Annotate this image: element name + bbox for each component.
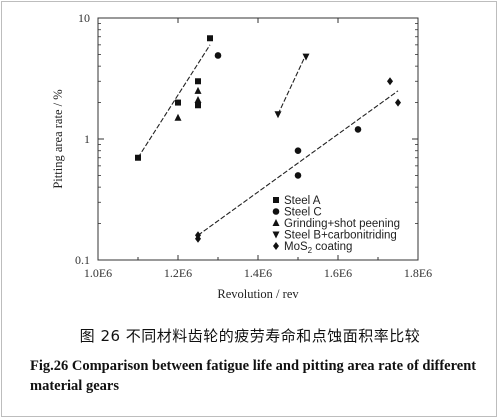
data-point-triangle-up: [194, 96, 202, 104]
fit-line: [137, 44, 211, 159]
legend-label: Steel C: [284, 207, 322, 219]
y-tick-label: 10: [78, 11, 90, 25]
data-point-circle: [214, 52, 222, 59]
legend-marker-circle: [272, 208, 280, 215]
data-point-diamond: [195, 231, 201, 240]
caption-chinese: 图 26 不同材料齿轮的疲劳寿命和点蚀面积率比较: [79, 327, 421, 345]
x-tick-label: 1.6E6: [324, 266, 352, 280]
x-tick-label: 1.0E6: [84, 266, 112, 280]
legend-marker-square: [273, 197, 279, 203]
x-axis-label: Revolution / rev: [217, 287, 299, 301]
data-point-triangle-up: [174, 113, 182, 121]
data-point-square: [195, 78, 201, 85]
legend-label: MoS2 coating: [284, 241, 352, 255]
data-point-triangle-up: [194, 86, 202, 94]
data-point-circle: [294, 172, 302, 179]
legend-label: Steel B+carbonitriding: [284, 230, 397, 242]
chart: 1.0E6 1.2E6 1.4E6 1.6E6 1.8E6 0.1 1 10 Revolutio…: [51, 11, 432, 301]
data-point-circle: [354, 126, 362, 133]
legend-label: Steel A: [284, 195, 321, 207]
x-tick-label: 1.4E6: [244, 266, 272, 280]
legend-marker-diamond: [273, 242, 279, 250]
y-tick-label: 0.1: [75, 253, 90, 267]
data-point-square: [175, 99, 181, 106]
legend-marker-triangle-up: [272, 219, 280, 226]
data-point-diamond: [395, 98, 401, 107]
data-point-triangle-down: [274, 111, 282, 119]
data-point-square: [135, 154, 141, 161]
y-tick-label: 1: [84, 132, 90, 146]
data-point-circle: [294, 147, 302, 155]
x-tick-label: 1.8E6: [404, 266, 432, 280]
legend-label: Grinding+shot peening: [284, 218, 400, 230]
data-point-triangle-down: [302, 53, 310, 61]
fit-line: [197, 90, 399, 236]
caption-english: Fig.26 Comparison between fatigue life a…: [30, 358, 477, 394]
data-point-diamond: [387, 77, 393, 86]
legend-marker-triangle-down: [272, 231, 280, 239]
fit-line: [277, 54, 307, 115]
x-tick-label: 1.2E6: [164, 266, 192, 280]
data-point-square: [195, 102, 201, 109]
data-point-square: [207, 35, 213, 42]
y-axis-label: Pitting area rate / %: [51, 89, 65, 188]
